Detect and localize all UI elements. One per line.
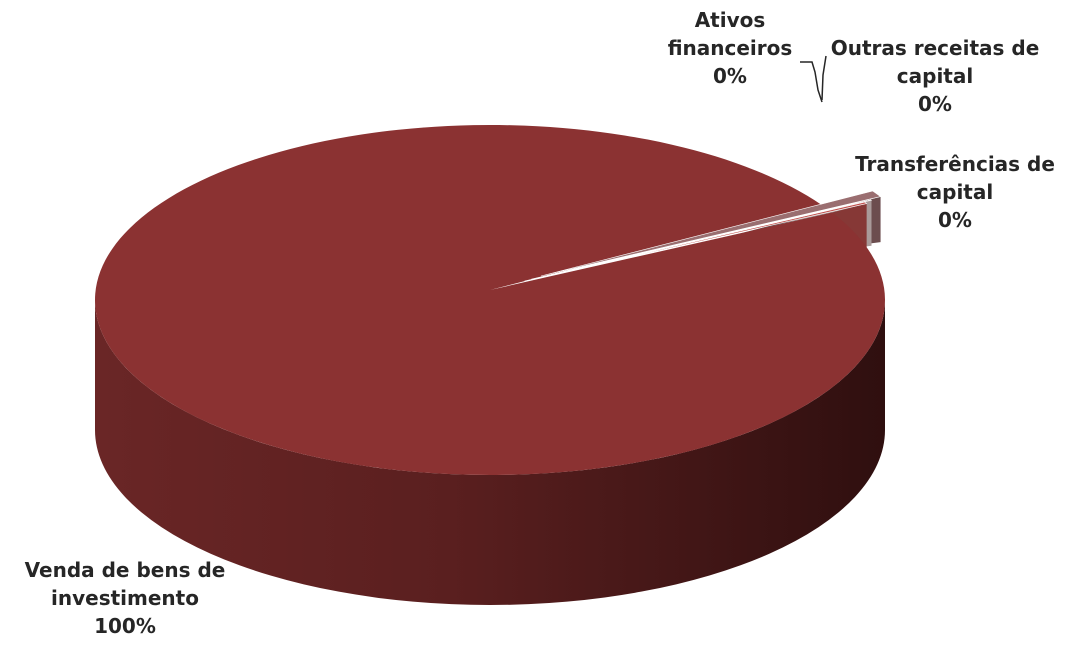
pie-slice-transferencias-de-capital [540, 190, 882, 277]
leader-lines [800, 55, 827, 103]
slice-label-name-line: Venda de bens de [24, 558, 226, 582]
slice-label-name-line: investimento [51, 586, 199, 610]
slice-label-name-line: Transferências de [855, 152, 1055, 176]
leader-line-outras-receitas [821, 55, 827, 101]
pie-top-layer [94, 124, 885, 475]
pie-slice-venda-de-bens-de-investimento-side [95, 300, 885, 605]
slice-label-ativos-financeiros: Ativos financeiros 0% [655, 6, 805, 90]
slice-label-name-line: capital [896, 64, 974, 88]
slice-label-transferencias: Transferências de capital 0% [850, 150, 1060, 234]
slice-label-name-line: Outras receitas de [830, 36, 1040, 60]
slice-percent: 100% [94, 614, 156, 638]
leader-line-ativos-financeiros [800, 61, 823, 103]
slice-label-name-line: Ativos [694, 8, 766, 32]
slice-percent: 0% [713, 64, 747, 88]
slice-label-name-line: capital [916, 180, 994, 204]
pie-slice-outras-receitas-de-capital [531, 199, 873, 280]
slice-percent: 0% [918, 92, 952, 116]
slice-label-name-line: financeiros [667, 36, 793, 60]
slice-label-venda-de-bens: Venda de bens de investimento 100% [10, 556, 240, 640]
slice-percent: 0% [938, 208, 972, 232]
pie-slice-venda-de-bens-de-investimento [94, 124, 885, 475]
pie-slice-ativos-financeiros [524, 201, 868, 282]
slice-label-outras-receitas: Outras receitas de capital 0% [820, 34, 1050, 118]
